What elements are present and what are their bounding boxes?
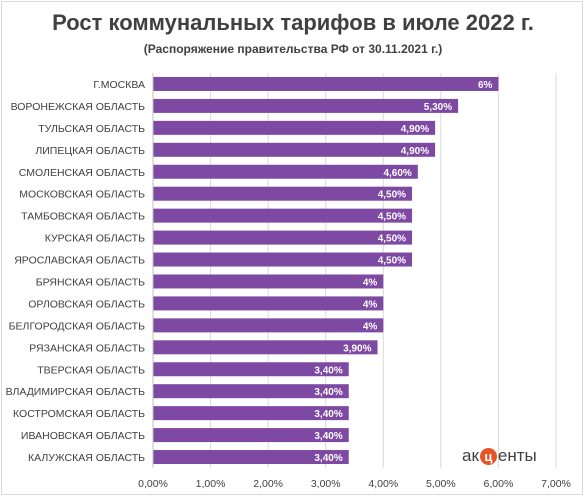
data-label: 4,50%: [378, 256, 406, 267]
bar: [153, 142, 436, 157]
bar: [153, 428, 349, 443]
bar: [153, 318, 384, 333]
category-label: БРЯНСКАЯ ОБЛАСТЬ: [36, 276, 145, 288]
category-label: КАЛУЖСКАЯ ОБЛАСТЬ: [28, 452, 145, 464]
data-label: 4%: [363, 321, 378, 332]
data-label: 4%: [363, 299, 378, 310]
bar: [153, 120, 436, 135]
logo-text-prefix: ак: [462, 446, 479, 465]
category-label: КОСТРОМСКАЯ ОБЛАСТЬ: [13, 408, 145, 420]
bar: [153, 450, 349, 465]
data-label: 4,90%: [401, 146, 429, 157]
data-label: 4,50%: [378, 190, 406, 201]
category-label: ОРЛОВСКАЯ ОБЛАСТЬ: [28, 298, 145, 310]
bar: [153, 274, 384, 289]
bar: [153, 362, 349, 377]
bar: [153, 406, 349, 421]
bar: [153, 340, 378, 355]
category-label: ЯРОСЛАВСКАЯ ОБЛАСТЬ: [14, 255, 145, 267]
bar: [153, 384, 349, 399]
category-label: ВЛАДИМИРСКАЯ ОБЛАСТЬ: [6, 386, 146, 398]
data-label: 3,40%: [314, 365, 342, 376]
category-label: КУРСКАЯ ОБЛАСТЬ: [45, 233, 145, 245]
category-label: ТВЕРСКАЯ ОБЛАСТЬ: [37, 364, 145, 376]
bar: [153, 98, 459, 113]
x-tick-label: 4,00%: [368, 478, 398, 490]
bar: [153, 76, 499, 91]
x-tick-label: 3,00%: [311, 478, 341, 490]
data-label: 5,30%: [424, 102, 452, 113]
data-label: 4,50%: [378, 234, 406, 245]
data-label: 6%: [478, 80, 493, 91]
category-label: ТУЛЬСКАЯ ОБЛАСТЬ: [38, 123, 145, 135]
x-tick-label: 2,00%: [253, 478, 283, 490]
x-tick-label: 5,00%: [426, 478, 456, 490]
bar: [153, 208, 413, 223]
category-label: ЛИПЕЦКАЯ ОБЛАСТЬ: [35, 145, 145, 157]
data-label: 3,40%: [314, 431, 342, 442]
data-label: 3,40%: [314, 387, 342, 398]
logo-text-suffix: енты: [497, 446, 537, 465]
bar: [153, 164, 418, 179]
category-label: ВОРОНЕЖСКАЯ ОБЛАСТЬ: [11, 101, 145, 113]
data-label: 3,40%: [314, 409, 342, 420]
category-label: ТАМБОВСКАЯ ОБЛАСТЬ: [21, 211, 145, 223]
bar: [153, 186, 413, 201]
x-tick-label: 7,00%: [541, 478, 571, 490]
category-label: ИВАНОВСКАЯ ОБЛАСТЬ: [21, 430, 145, 442]
x-tick-label: 0,00%: [138, 478, 168, 490]
category-label: РЯЗАНСКАЯ ОБЛАСТЬ: [29, 342, 145, 354]
data-label: 4,50%: [378, 212, 406, 223]
akcenty-logo: ак ц енты: [462, 446, 537, 466]
bar: [153, 296, 384, 311]
category-label: Г.МОСКВА: [93, 79, 145, 91]
data-label: 4,90%: [401, 124, 429, 135]
chart-subtitle: (Распоряжение правительства РФ от 30.11.…: [143, 42, 443, 56]
data-label: 4%: [363, 277, 378, 288]
category-label: МОСКОВСКАЯ ОБЛАСТЬ: [19, 189, 145, 201]
data-label: 3,90%: [343, 343, 371, 354]
logo-mark-icon: ц: [479, 447, 497, 465]
data-label: 3,40%: [314, 453, 342, 464]
bar: [153, 230, 413, 245]
category-label: СМОЛЕНСКАЯ ОБЛАСТЬ: [19, 167, 145, 179]
chart-title: Рост коммунальных тарифов в июле 2022 г.: [52, 10, 534, 35]
data-label: 4,60%: [383, 168, 411, 179]
x-tick-label: 6,00%: [484, 478, 514, 490]
category-label: БЕЛГОРОДСКАЯ ОБЛАСТЬ: [9, 320, 145, 332]
x-tick-label: 1,00%: [196, 478, 226, 490]
bar: [153, 252, 413, 267]
